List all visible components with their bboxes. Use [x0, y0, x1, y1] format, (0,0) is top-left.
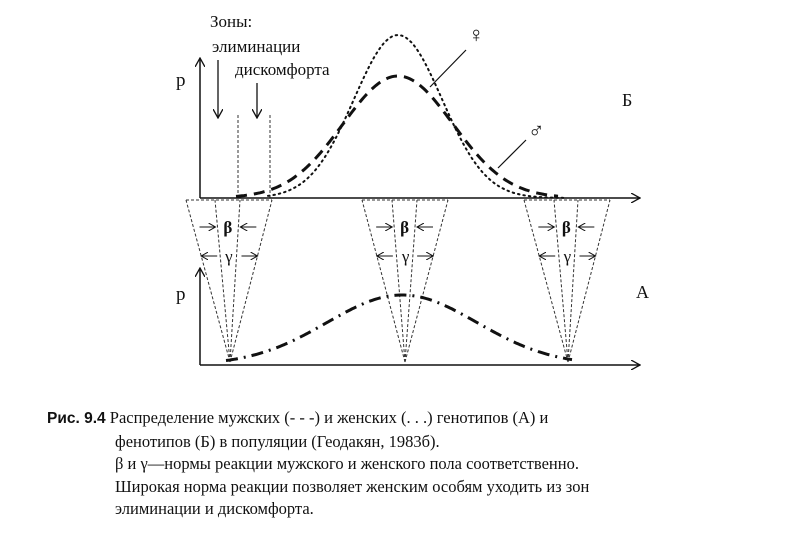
beta-label: β	[400, 218, 409, 237]
gamma-label: γ	[563, 247, 572, 266]
figure-caption: Рис. 9.4 Распределение мужских (- - -) и…	[47, 407, 589, 521]
caption-line-4: Широкая норма реакции позволяет женским …	[115, 476, 590, 496]
gamma-label: γ	[224, 247, 233, 266]
genotype-curve	[225, 293, 573, 362]
figure-label: Рис. 9.4	[47, 410, 106, 427]
panel-b-label: Б	[622, 90, 632, 110]
fan-line	[567, 199, 579, 363]
female-symbol-icon: ♀	[468, 22, 485, 47]
fan-line	[391, 199, 406, 363]
caption-line-3: β и γ—нормы реакции мужского и женского …	[115, 454, 579, 473]
female-pointer-line	[429, 49, 467, 88]
top-axis-p-label: p	[176, 70, 186, 91]
fan-line	[229, 199, 241, 363]
zone-discomfort-label: дискомфорта	[235, 60, 330, 79]
fan-line	[404, 199, 449, 363]
gamma-label: γ	[401, 247, 410, 266]
fan-line	[229, 199, 273, 363]
female-phenotype-curve	[267, 33, 567, 199]
beta-label: β	[562, 218, 571, 237]
caption-line-2: фенотипов (Б) в популяции (Геодакян, 198…	[115, 431, 440, 451]
caption-line-1: Распределение мужских (- - -) и женских …	[109, 408, 549, 427]
fan-line	[214, 199, 231, 363]
zone-elimination-label: элиминации	[212, 37, 300, 56]
fan-line	[553, 199, 569, 363]
caption-line-5: элиминации и дискомфорта.	[115, 499, 314, 518]
male-symbol-icon: ♂	[528, 118, 545, 143]
male-phenotype-curve	[235, 74, 559, 198]
zones-title: Зоны:	[210, 12, 252, 31]
panel-a-label: А	[636, 282, 649, 302]
fan-line	[567, 199, 611, 363]
fan-line	[523, 199, 569, 363]
bottom-axis-p-label: p	[176, 284, 186, 305]
beta-label: β	[223, 218, 232, 237]
fan-line	[404, 199, 418, 363]
fan-line	[185, 199, 231, 363]
male-pointer-line	[497, 139, 527, 169]
fan-line	[361, 199, 406, 363]
